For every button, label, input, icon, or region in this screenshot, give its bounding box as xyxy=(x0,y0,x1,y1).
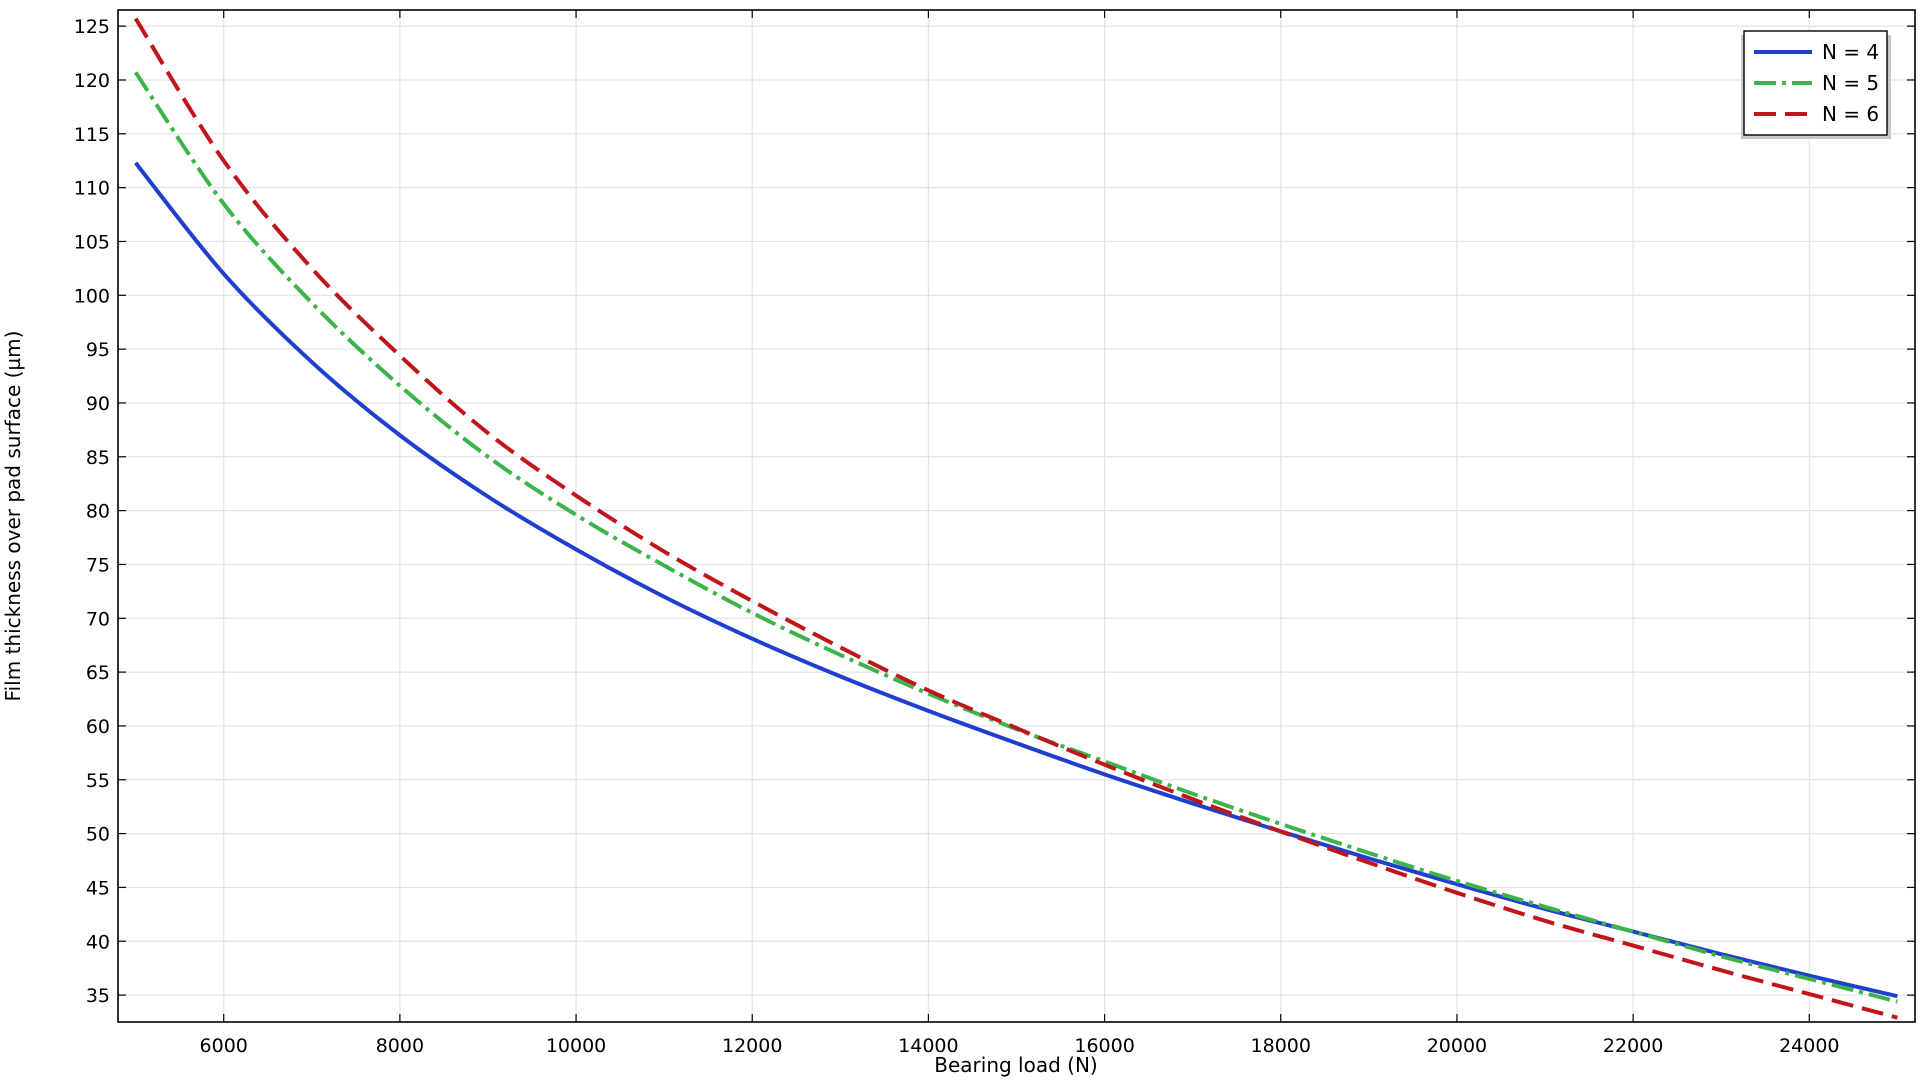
x-tick-label: 10000 xyxy=(546,1035,606,1057)
y-tick-label: 120 xyxy=(74,70,110,92)
y-tick-label: 90 xyxy=(86,393,110,415)
x-tick-label: 8000 xyxy=(376,1035,424,1057)
legend-label: N = 4 xyxy=(1822,40,1879,64)
y-tick-label: 50 xyxy=(86,824,110,846)
y-tick-label: 40 xyxy=(86,931,110,953)
x-tick-label: 20000 xyxy=(1427,1035,1487,1057)
x-tick-label: 12000 xyxy=(722,1035,782,1057)
x-tick-label: 18000 xyxy=(1251,1035,1311,1057)
series-line-2 xyxy=(133,71,1898,1004)
y-tick-label: 115 xyxy=(74,124,110,146)
legend-label: N = 5 xyxy=(1822,71,1879,95)
x-tick-label: 24000 xyxy=(1779,1035,1839,1057)
gridlines xyxy=(118,10,1915,1022)
x-axis-title: Bearing load (N) xyxy=(934,1053,1097,1077)
y-tick-label: 35 xyxy=(86,985,110,1007)
y-tick-label: 60 xyxy=(86,716,110,738)
y-tick-label: 105 xyxy=(74,231,110,253)
legend-label: N = 6 xyxy=(1822,102,1879,126)
x-tick-label: 14000 xyxy=(898,1035,958,1057)
x-tick-label: 16000 xyxy=(1074,1035,1134,1057)
y-tick-label: 65 xyxy=(86,662,110,684)
y-tick-labels: 35 40 45 50 55 60 65 70 75 80 85 90 95 100 105 110 115 12… xyxy=(74,16,110,1007)
legend-entries: N = 4 N = 5 N = 6 xyxy=(1754,40,1879,126)
x-tick-labels: 6000 8000 10000 12000 14000 16000 18000 20000 22… xyxy=(200,1035,1840,1057)
y-tick-label: 125 xyxy=(74,16,110,38)
plot-frame xyxy=(117,9,1916,1023)
axis-ticks xyxy=(118,10,1915,1022)
legend: N = 4 N = 5 N = 6 xyxy=(1741,30,1891,139)
y-tick-label: 70 xyxy=(86,608,110,630)
series-lines xyxy=(133,17,1898,1020)
y-tick-label: 55 xyxy=(86,770,110,792)
y-axis-title: Film thickness over pad surface (µm) xyxy=(1,331,25,702)
y-tick-label: 110 xyxy=(74,178,110,200)
y-tick-label: 95 xyxy=(86,339,110,361)
y-tick-label: 100 xyxy=(74,285,110,307)
x-tick-label: 6000 xyxy=(200,1035,248,1057)
y-tick-label: 85 xyxy=(86,447,110,469)
y-tick-label: 45 xyxy=(86,877,110,899)
plot-background xyxy=(118,10,1915,1022)
y-tick-label: 75 xyxy=(86,554,110,576)
x-tick-label: 22000 xyxy=(1603,1035,1663,1057)
y-tick-label: 80 xyxy=(86,501,110,523)
